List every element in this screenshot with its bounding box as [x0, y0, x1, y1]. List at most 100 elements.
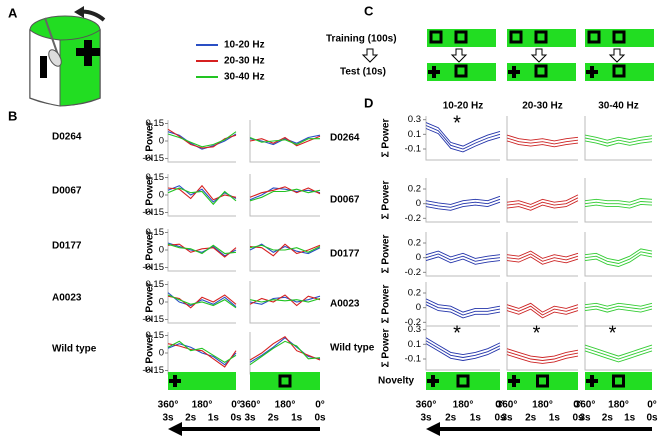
series-line — [425, 343, 501, 361]
series-line — [167, 343, 237, 366]
series-line — [167, 242, 237, 257]
series-line — [167, 128, 237, 149]
series-line — [584, 254, 653, 267]
axis-frame — [249, 120, 320, 163]
y-tick-label: 0.2 — [408, 238, 421, 249]
y-axis-label: Σ Power — [145, 231, 156, 270]
series-line — [425, 122, 501, 147]
significance-mark: * — [533, 322, 541, 344]
series-line — [425, 128, 501, 153]
time-label: 3s — [579, 413, 591, 424]
time-label: 1s — [208, 413, 220, 424]
y-tick-label: 0 — [159, 297, 164, 308]
y-tick-label: 0.2 — [408, 184, 421, 195]
series-line — [506, 194, 579, 205]
y-axis-label: Σ Power — [145, 334, 156, 373]
series-line — [249, 134, 321, 146]
y-tick-label: -0.15 — [142, 207, 164, 218]
y-tick-label: -0.2 — [405, 267, 421, 278]
series-line — [249, 295, 321, 305]
time-label: 2s — [185, 413, 197, 424]
training-test-schematic — [361, 29, 654, 81]
series-line — [425, 125, 501, 150]
series-line — [584, 347, 653, 360]
series-line — [249, 244, 321, 253]
y-axis-label: Σ Power — [381, 285, 392, 324]
time-label: 0s — [572, 413, 584, 424]
series-line — [249, 135, 321, 147]
series-line — [167, 131, 237, 148]
series-line — [425, 195, 501, 205]
series-line — [506, 302, 579, 313]
axis-frame — [249, 229, 320, 272]
time-label: 0s — [230, 413, 242, 424]
time-arrow — [168, 422, 320, 436]
time-label: 0s — [314, 413, 326, 424]
panel-label: D — [364, 95, 373, 110]
axis-frame — [506, 232, 578, 277]
series-line — [584, 140, 653, 147]
significance-mark: * — [453, 322, 461, 344]
training-label: Training (100s) — [326, 34, 397, 45]
series-line — [584, 134, 653, 141]
time-label: 0s — [494, 413, 506, 424]
series-line — [249, 294, 321, 307]
series-line — [249, 188, 321, 202]
y-axis-label: Σ Power — [145, 122, 156, 161]
series-line — [584, 308, 653, 313]
series-line — [425, 198, 501, 208]
series-line — [249, 340, 321, 366]
y-axis-label: Σ Power — [145, 176, 156, 215]
y-axis-label: Σ Power — [381, 181, 392, 220]
angle-label: 180° — [532, 400, 553, 411]
column-title: 20-30 Hz — [522, 101, 563, 112]
column-title: 10-20 Hz — [443, 101, 484, 112]
series-line — [584, 305, 653, 310]
series-line — [167, 184, 237, 201]
arena-illustration — [29, 6, 106, 107]
series-line — [584, 198, 653, 203]
y-axis-label: Σ Power — [381, 329, 392, 368]
stimulus-cross — [508, 375, 520, 387]
row-label: A0023 — [330, 299, 360, 310]
panel-label: B — [8, 108, 17, 123]
time-label: 0s — [646, 413, 658, 424]
angle-label: 180° — [608, 400, 629, 411]
time-label: 1s — [470, 413, 482, 424]
row-label: D0177 — [330, 249, 360, 260]
series-line — [167, 185, 237, 203]
test-label: Test (10s) — [340, 67, 386, 78]
significance-mark: * — [609, 322, 617, 344]
series-line — [584, 201, 653, 206]
time-label: 3s — [501, 413, 513, 424]
novelty-label: Novelty — [378, 376, 415, 387]
series-line — [249, 243, 321, 257]
series-line — [249, 243, 321, 255]
stimulus-square — [456, 374, 470, 388]
axis-frame — [249, 281, 320, 324]
time-label: 3s — [420, 413, 432, 424]
stimulus-square — [536, 374, 549, 388]
series-line — [506, 256, 579, 265]
y-tick-label: 0.2 — [408, 288, 421, 299]
series-line — [506, 137, 579, 145]
series-line — [249, 337, 321, 363]
y-tick-label: 0.3 — [408, 324, 421, 335]
series-line — [506, 200, 579, 211]
stimulus-square — [612, 374, 625, 388]
panel-label: A — [8, 5, 18, 20]
time-arrow — [426, 422, 652, 436]
angle-label: 360° — [158, 400, 179, 411]
series-line — [167, 340, 237, 363]
time-label: 2s — [525, 413, 537, 424]
time-label: 2s — [268, 413, 280, 424]
series-line — [249, 335, 321, 361]
series-line — [506, 354, 579, 364]
axis-frame — [506, 178, 578, 223]
axis-frame — [425, 178, 500, 223]
stimulus-bar — [250, 372, 320, 390]
y-tick-label: -0.15 — [142, 153, 164, 164]
y-tick-label: 0 — [159, 136, 164, 147]
stimulus-cross — [169, 375, 181, 387]
series-line — [167, 292, 237, 308]
